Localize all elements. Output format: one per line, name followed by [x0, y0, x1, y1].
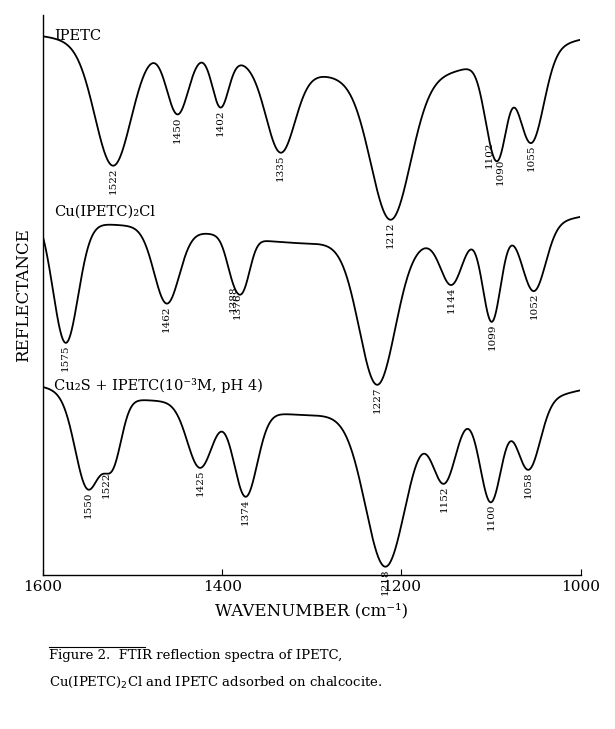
Text: Cu(IPETC)$_2$Cl and IPETC adsorbed on chalcocite.: Cu(IPETC)$_2$Cl and IPETC adsorbed on ch…: [49, 674, 383, 690]
Text: 1376: 1376: [233, 292, 242, 319]
Text: 1522: 1522: [108, 168, 117, 194]
Text: 1102: 1102: [485, 141, 494, 168]
Text: Cu₂S + IPETC(10⁻³M, pH 4): Cu₂S + IPETC(10⁻³M, pH 4): [54, 378, 263, 393]
X-axis label: WAVENUMBER (cm⁻¹): WAVENUMBER (cm⁻¹): [215, 602, 408, 619]
Text: 1152: 1152: [440, 486, 449, 512]
Text: 1090: 1090: [496, 159, 504, 185]
Text: 1450: 1450: [173, 116, 182, 143]
Text: IPETC: IPETC: [54, 29, 101, 43]
Text: 1212: 1212: [386, 222, 395, 248]
Text: 1099: 1099: [487, 324, 496, 350]
Text: 1374: 1374: [241, 499, 250, 525]
Text: 1227: 1227: [373, 386, 382, 413]
Y-axis label: REFLECTANCE: REFLECTANCE: [15, 228, 32, 362]
Text: 1425: 1425: [196, 469, 204, 496]
Text: 1218: 1218: [381, 569, 390, 595]
Text: 1144: 1144: [447, 286, 456, 313]
Text: 1462: 1462: [162, 305, 171, 332]
Text: Figure 2.  FTIR reflection spectra of IPETC,: Figure 2. FTIR reflection spectra of IPE…: [49, 649, 343, 662]
Text: Cu(IPETC)₂Cl: Cu(IPETC)₂Cl: [54, 204, 155, 218]
Text: 1335: 1335: [276, 155, 285, 181]
Text: 1052: 1052: [530, 293, 538, 319]
Text: 1522: 1522: [101, 471, 110, 498]
Text: 1100: 1100: [486, 504, 496, 531]
Text: 1402: 1402: [216, 109, 225, 136]
Text: 1575: 1575: [61, 345, 70, 371]
Text: 1058: 1058: [524, 472, 533, 498]
Text: 1055: 1055: [526, 145, 536, 171]
Text: 1550: 1550: [84, 491, 92, 518]
Text: 1388: 1388: [229, 286, 237, 312]
